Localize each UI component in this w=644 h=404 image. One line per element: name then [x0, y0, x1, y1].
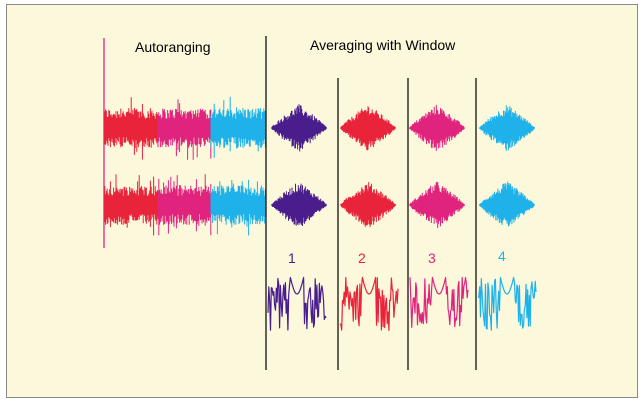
autorange-band-row2-seg3	[211, 180, 265, 236]
autorange-band-row1-seg2	[158, 99, 211, 159]
window-burst-row1-4	[479, 105, 534, 151]
averaging-label: Averaging with Window	[310, 37, 455, 53]
window-burst-row1-1	[271, 104, 327, 151]
window-burst-row2-3	[409, 182, 465, 228]
autorange-band-row2-seg1	[104, 174, 158, 235]
window-burst-row2-1	[271, 184, 327, 226]
window-burst-row2-4	[479, 182, 534, 227]
autorange-band-row2-seg2	[158, 174, 211, 235]
autoranging-label: Autoranging	[135, 39, 211, 55]
window-burst-row1-2	[340, 106, 396, 150]
window-spectrum-3	[410, 277, 468, 327]
window-burst-row1-3	[409, 105, 465, 151]
window-spectrum-1	[268, 278, 326, 331]
window-spectrum-2	[340, 278, 398, 331]
window-number-4: 4	[498, 248, 506, 264]
window-number-1: 1	[288, 250, 296, 266]
window-number-3: 3	[428, 250, 436, 266]
window-spectrum-4	[478, 278, 536, 331]
autorange-band-row1-seg3	[211, 97, 265, 158]
window-burst-row2-2	[340, 182, 396, 227]
autorange-band-row1-seg1	[104, 97, 158, 159]
window-number-2: 2	[358, 250, 366, 266]
